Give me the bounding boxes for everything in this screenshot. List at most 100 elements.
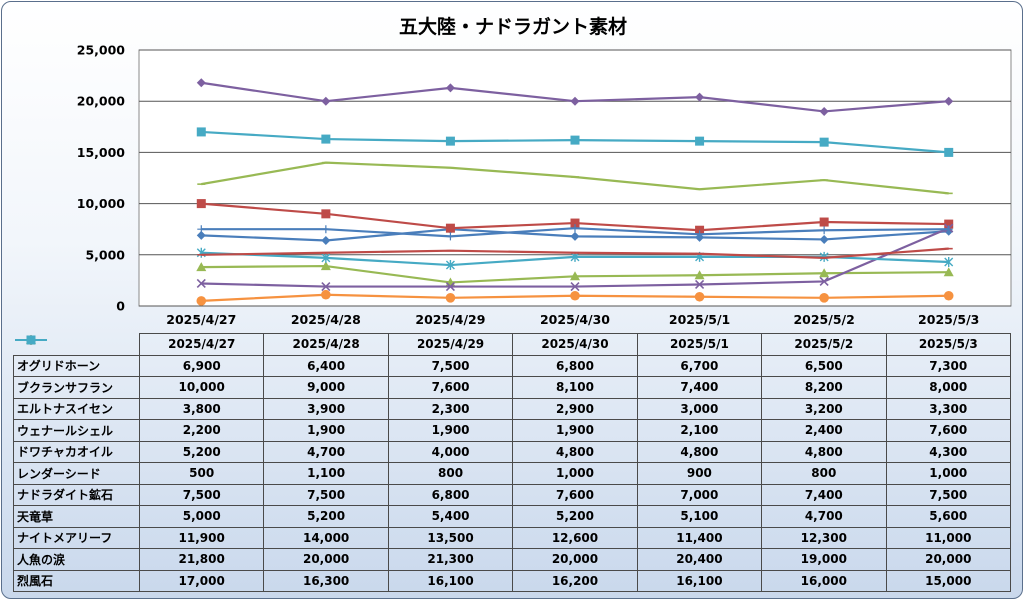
data-point — [321, 289, 331, 300]
x-tick-label: 2025/4/28 — [291, 312, 361, 327]
legend-entry: ブクランサフラン — [13, 335, 140, 399]
series-6 — [196, 289, 954, 306]
table-header-date: 2025/4/30 — [512, 333, 638, 356]
chart-title: 五大陸・ナドラガント素材 — [398, 16, 627, 38]
data-point — [819, 217, 829, 227]
legend-entry: 天竜草 — [13, 338, 140, 528]
table-cell: 5,000 — [138, 505, 265, 528]
table-cell: 14,000 — [263, 526, 389, 549]
table-cell: 3,800 — [138, 397, 265, 420]
table-row: ナイトメアリーフ 11,900 14,000 13,500 12,600 11,400 12… — [13, 338, 1012, 549]
table-cell: 8,100 — [512, 376, 638, 399]
table-cell: 7,600 — [387, 376, 514, 399]
legend-entry: ナイトメアリーフ — [13, 338, 140, 549]
table-cell: 2,400 — [761, 419, 887, 442]
data-point — [570, 96, 580, 106]
table-cell: 12,600 — [512, 526, 638, 549]
table-cell: 17,000 — [138, 569, 265, 592]
table-cell: 2,200 — [138, 419, 265, 442]
series-11 — [196, 127, 954, 157]
table-cell: 6,700 — [636, 354, 763, 377]
data-point — [571, 224, 579, 233]
table-header-date: 2025/4/27 — [138, 333, 265, 356]
table-cell: 5,200 — [263, 505, 389, 528]
series-name: オグリドホーン — [17, 359, 101, 374]
table-header-date: 2025/4/29 — [387, 333, 514, 356]
data-point — [321, 225, 330, 234]
table-cell: 900 — [636, 462, 763, 485]
series-name: 烈風石 — [17, 574, 54, 589]
table-cell: 20,000 — [512, 548, 638, 571]
table-cell: 4,800 — [636, 440, 763, 463]
table-row: エルトナスイセン 3,800 3,900 2,300 2,900 3,000 3,200 3,… — [13, 334, 1012, 420]
line-chart: 0 5,000 10,000 15,000 20,000 25,000 2025/4/27 2… — [77, 43, 1012, 327]
data-point — [196, 230, 206, 240]
data-point — [321, 235, 331, 245]
data-table: 2025/4/27 2025/4/28 2025/4/29 2025/4/30 2025… — [13, 333, 1012, 592]
table-cell: 1,000 — [885, 462, 1012, 485]
data-point — [570, 281, 580, 292]
data-point — [445, 83, 455, 93]
series-name: ナドラダイト鉱石 — [17, 488, 114, 503]
table-cell: 3,300 — [885, 397, 1012, 420]
data-point — [196, 199, 206, 209]
table-cell: 6,400 — [263, 354, 389, 377]
data-point — [196, 262, 207, 272]
table-cell: 1,000 — [512, 462, 638, 485]
table-cell: 16,200 — [512, 569, 638, 592]
data-point — [196, 78, 206, 88]
table-cell: 10,000 — [138, 376, 265, 399]
series-name: エルトナスイセン — [17, 402, 114, 417]
series-name: ドワチャカオイル — [17, 445, 113, 460]
data-point — [321, 281, 331, 292]
data-point — [819, 276, 829, 286]
data-point — [570, 218, 580, 228]
y-tick-label: 0 — [116, 299, 125, 314]
data-point — [321, 252, 331, 263]
data-point — [570, 135, 580, 145]
series-name: ナイトメアリーフ — [17, 531, 113, 546]
table-cell: 16,100 — [636, 569, 763, 592]
table-cell: 9,000 — [263, 376, 389, 399]
table-cell: 2,900 — [512, 397, 638, 420]
data-point — [819, 137, 829, 147]
table-header-date: 2025/5/3 — [885, 333, 1012, 356]
data-point — [943, 290, 954, 301]
table-header-date: 2025/4/28 — [263, 333, 389, 356]
table-cell: 2,300 — [387, 397, 514, 420]
table-cell: 1,900 — [263, 419, 389, 442]
table-cell: 8,200 — [761, 376, 887, 399]
table-cell: 4,800 — [512, 440, 638, 463]
data-point — [321, 134, 331, 144]
data-point — [445, 260, 455, 271]
table-cell: 15,000 — [885, 569, 1012, 592]
table-cell: 4,700 — [263, 440, 389, 463]
data-point — [445, 223, 455, 233]
table-cell: 21,300 — [387, 548, 514, 571]
y-tick-label: 15,000 — [77, 145, 126, 160]
x-tick-label: 2025/4/27 — [166, 312, 236, 327]
legend-entry: 人魚の涙 — [13, 335, 140, 571]
table-cell: 20,000 — [885, 548, 1012, 571]
data-point — [570, 290, 580, 301]
data-point — [445, 281, 455, 292]
series-name: 天竜草 — [17, 509, 54, 524]
data-point — [694, 270, 705, 280]
table-cell: 11,000 — [885, 526, 1012, 549]
data-point — [944, 225, 953, 234]
data-point — [196, 127, 206, 137]
table-row: レンダーシード 500 1,100 800 1,000 900 800 1,000 — [13, 334, 1012, 485]
data-point — [820, 226, 829, 235]
table-cell: 4,000 — [387, 440, 514, 463]
data-point — [943, 267, 954, 277]
table-header-date: 2025/5/1 — [636, 333, 763, 356]
data-point — [695, 279, 705, 290]
y-tick-label: 20,000 — [77, 94, 126, 109]
data-point — [196, 296, 207, 306]
data-point — [819, 234, 829, 244]
table-cell: 7,500 — [885, 483, 1012, 506]
legend-entry: ナドラダイト鉱石 — [13, 335, 140, 506]
table-cell: 7,500 — [138, 483, 265, 506]
table-cell: 7,500 — [387, 354, 514, 377]
series-4 — [196, 223, 954, 292]
